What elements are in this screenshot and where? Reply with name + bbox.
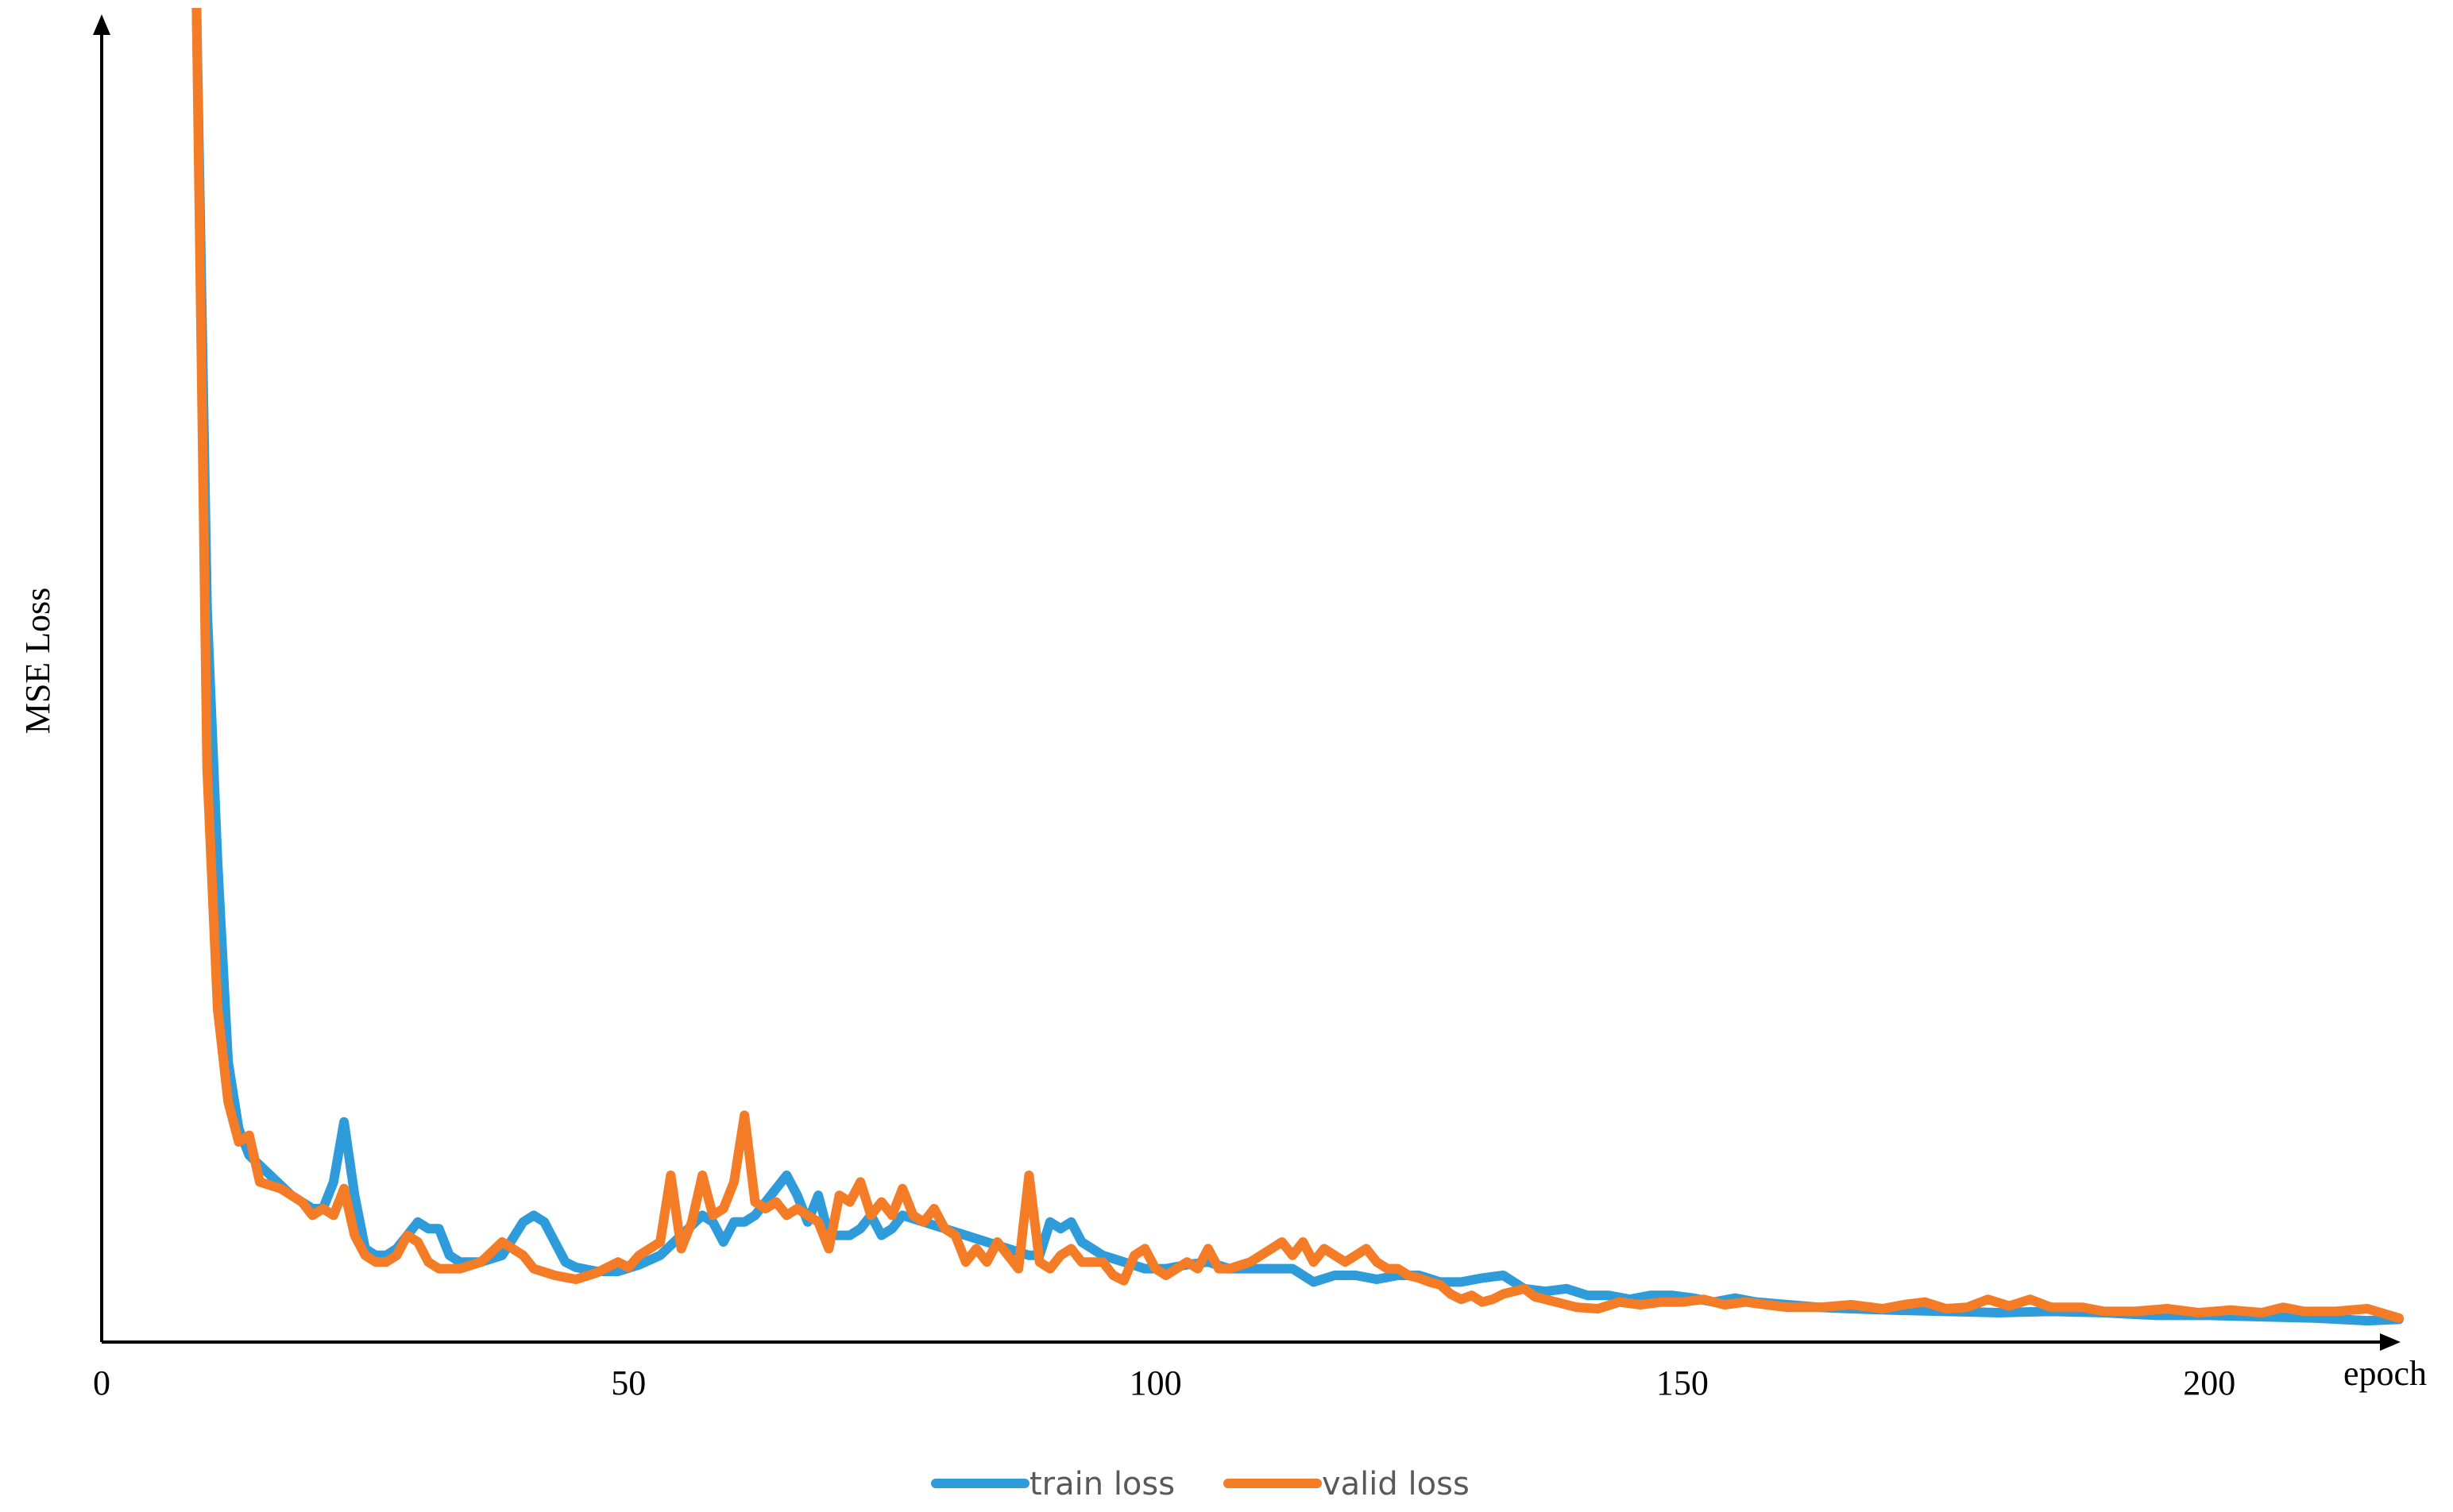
x-tick-label: 150	[1656, 1364, 1709, 1402]
legend-item-train: train loss	[931, 1466, 1175, 1502]
series-line-train-loss	[191, 8, 2404, 1326]
legend-item-valid: valid loss	[1223, 1466, 1470, 1502]
legend-label-valid: valid loss	[1322, 1466, 1470, 1502]
x-axis-label: epoch	[2343, 1354, 2427, 1393]
series-line-valid-loss	[191, 8, 2404, 1323]
legend: train loss valid loss	[931, 1466, 1470, 1502]
y-axis-arrow-icon	[93, 14, 110, 35]
x-ticks: 0 50 100 150 200	[93, 1364, 2235, 1402]
series-group	[191, 8, 2404, 1326]
legend-label-train: train loss	[1029, 1466, 1175, 1502]
x-tick-label: 100	[1130, 1364, 1182, 1402]
y-axis-label: MSE Loss	[18, 588, 57, 735]
x-tick-label: 50	[611, 1364, 646, 1402]
x-axis-arrow-icon	[2380, 1333, 2401, 1351]
x-tick-label: 0	[93, 1364, 110, 1402]
x-tick-label: 200	[2183, 1364, 2235, 1402]
